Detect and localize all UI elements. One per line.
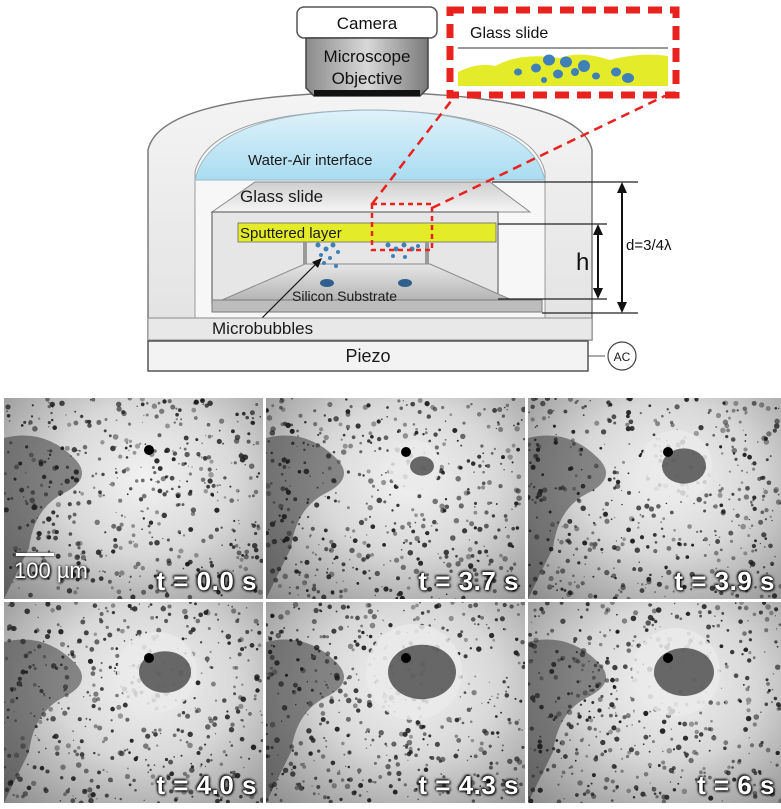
microbubbles-label: Microbubbles [212, 319, 313, 338]
time-label: t = 0.0 s [156, 566, 257, 596]
objective-label-1: Microscope [324, 47, 411, 66]
scale-bar [16, 553, 54, 556]
time-label: t = 3.7 s [418, 566, 519, 596]
micrograph-frame: t = 3.7 s [266, 398, 525, 599]
ac-label: AC [614, 350, 631, 364]
time-label: t = 3.9 s [674, 566, 775, 596]
d-label: d=3/4λ [626, 237, 672, 254]
piezo-label: Piezo [345, 346, 390, 366]
inset-label: Glass slide [470, 25, 548, 42]
silicon-substrate-label: Silicon Substrate [292, 288, 397, 304]
micrograph-frame: 100 µm t = 0.0 s [4, 398, 263, 599]
sputtered-layer-label: Sputtered layer [240, 225, 342, 242]
water-air-interface [194, 109, 546, 181]
h-label: h [576, 249, 589, 276]
micrograph-frame: t = 4.3 s [266, 602, 525, 803]
objective-label-2: Objective [332, 69, 403, 88]
zoom-region-box [370, 202, 434, 252]
microbubbles [315, 242, 420, 268]
time-label: t = 4.3 s [418, 770, 519, 800]
time-label: t = 6 s [697, 770, 775, 800]
glass-slide-label: Glass slide [240, 187, 323, 206]
setup-schematic: Water-Air interface Glass slide Sputtere… [147, 6, 680, 372]
scale-label: 100 µm [14, 558, 88, 583]
inset-zoom: Glass slide [446, 6, 680, 99]
camera-label: Camera [337, 14, 398, 33]
micrograph-frame: t = 6 s [528, 602, 781, 803]
ac-source-icon [607, 341, 637, 371]
micrograph-frame: t = 3.9 s [528, 398, 781, 599]
piezo-plate [147, 340, 589, 372]
inset-bubbles [514, 54, 634, 83]
water-air-label: Water-Air interface [248, 152, 372, 169]
micrograph-frame: t = 4.0 s [4, 602, 263, 803]
time-label: t = 4.0 s [156, 770, 257, 800]
